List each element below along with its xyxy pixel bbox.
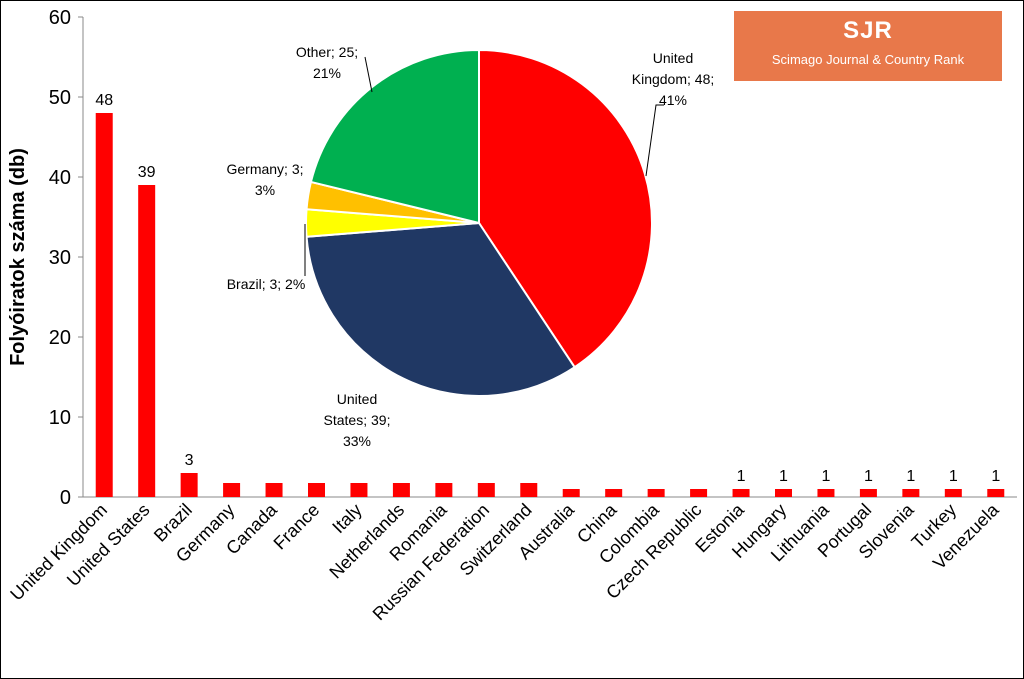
bar-slovenia — [902, 489, 920, 497]
pie-label-united-kingdom: United Kingdom; 48; 41% — [631, 50, 715, 108]
bar-value-label-united-kingdom: 48 — [95, 92, 113, 109]
badge-title: SJR — [843, 17, 893, 44]
bar-netherlands — [392, 481, 410, 497]
bar-value-label-hungary: 1 — [779, 468, 788, 485]
bar-united-kingdom — [95, 113, 113, 497]
leader-line-other — [364, 56, 373, 93]
bar-china — [605, 489, 623, 497]
bar-czech-republic — [690, 489, 708, 497]
y-tick-label: 30 — [49, 247, 71, 269]
bar-canada — [265, 481, 283, 497]
sjr-badge: SJR Scimago Journal & Country Rank — [734, 11, 1002, 81]
x-tick-label-france: France — [270, 500, 324, 554]
bar-value-label-venezuela: 1 — [991, 468, 1000, 485]
pie-slice-other — [309, 48, 480, 225]
y-tick-label: 50 — [49, 87, 71, 109]
bar-value-label-turkey: 1 — [949, 468, 958, 485]
bar-value-label-slovenia: 1 — [906, 468, 915, 485]
bar-colombia — [647, 489, 665, 497]
y-tick-label: 40 — [49, 167, 71, 189]
y-tick-label: 20 — [49, 327, 71, 349]
bar-value-label-lithuania: 1 — [822, 468, 831, 485]
y-axis-title: Folyóiratok száma (db) — [7, 148, 29, 366]
pie-label-other: Other; 25; 21% — [295, 44, 359, 81]
bar-value-label-united-states: 39 — [138, 164, 156, 181]
bar-portugal — [859, 489, 877, 497]
pie-label-united-states: United States; 39; 33% — [323, 391, 391, 449]
bar-italy — [350, 481, 368, 497]
pie-slice-united-states — [305, 221, 577, 397]
pie-label-germany: Germany; 3; 3% — [226, 161, 304, 198]
bar-value-label-portugal: 1 — [864, 468, 873, 485]
bar-lithuania — [817, 489, 835, 497]
bar-hungary — [775, 489, 792, 497]
y-tick-label: 0 — [60, 487, 71, 509]
bar-value-label-estonia: 1 — [737, 468, 746, 485]
bar-venezuela — [987, 489, 1005, 497]
bar-australia — [562, 489, 580, 497]
leader-line-united-kingdom — [645, 104, 664, 177]
bar-estonia — [732, 489, 750, 497]
y-tick-label: 60 — [49, 7, 71, 29]
bar-russian-federation — [477, 481, 495, 497]
bar-france — [308, 481, 325, 497]
bar-brazil — [180, 473, 198, 497]
pie-label-brazil: Brazil; 3; 2% — [226, 276, 306, 292]
bar-romania — [435, 481, 453, 497]
bar-turkey — [944, 489, 962, 497]
bar-value-label-brazil: 3 — [185, 452, 194, 469]
bar-switzerland — [520, 481, 538, 497]
x-tick-label-italy: Italy — [328, 500, 365, 537]
badge-subtitle: Scimago Journal & Country Rank — [771, 52, 965, 67]
bar-united-states — [138, 185, 156, 497]
y-tick-label: 10 — [49, 407, 71, 429]
